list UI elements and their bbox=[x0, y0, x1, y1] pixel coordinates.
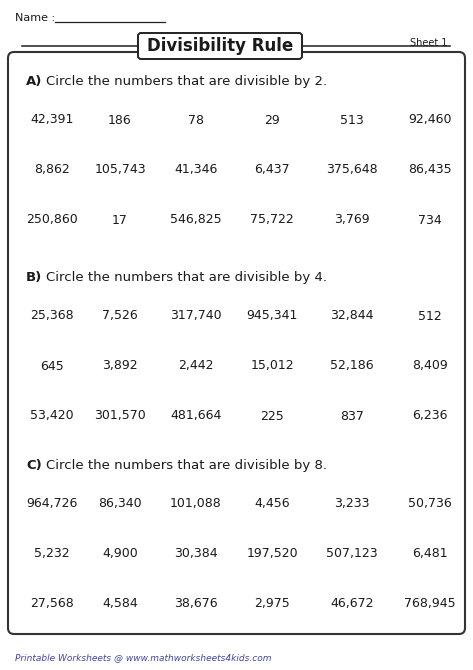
Text: 52,186: 52,186 bbox=[330, 360, 374, 373]
Text: 75,722: 75,722 bbox=[250, 214, 294, 226]
Text: 6,481: 6,481 bbox=[412, 547, 448, 561]
Text: 186: 186 bbox=[108, 113, 132, 127]
Text: 645: 645 bbox=[40, 360, 64, 373]
Text: 250,860: 250,860 bbox=[26, 214, 78, 226]
Text: 27,568: 27,568 bbox=[30, 598, 74, 610]
Text: 86,435: 86,435 bbox=[408, 163, 452, 176]
Text: 4,584: 4,584 bbox=[102, 598, 138, 610]
Text: Sheet 1: Sheet 1 bbox=[410, 38, 447, 48]
Text: 46,672: 46,672 bbox=[330, 598, 374, 610]
Text: 2,975: 2,975 bbox=[254, 598, 290, 610]
Text: 734: 734 bbox=[418, 214, 442, 226]
Text: Name :: Name : bbox=[15, 13, 55, 23]
Text: 2,442: 2,442 bbox=[178, 360, 214, 373]
Text: 29: 29 bbox=[264, 113, 280, 127]
Text: 8,862: 8,862 bbox=[34, 163, 70, 176]
Text: 197,520: 197,520 bbox=[246, 547, 298, 561]
Text: 53,420: 53,420 bbox=[30, 409, 74, 423]
Text: 32,844: 32,844 bbox=[330, 310, 374, 322]
Text: 964,726: 964,726 bbox=[26, 498, 78, 511]
Text: 837: 837 bbox=[340, 409, 364, 423]
Text: 42,391: 42,391 bbox=[30, 113, 74, 127]
Text: A): A) bbox=[26, 76, 43, 88]
Text: 92,460: 92,460 bbox=[408, 113, 452, 127]
Text: 3,769: 3,769 bbox=[334, 214, 370, 226]
Text: 4,900: 4,900 bbox=[102, 547, 138, 561]
Text: Circle the numbers that are divisible by 4.: Circle the numbers that are divisible by… bbox=[46, 271, 327, 285]
Text: 38,676: 38,676 bbox=[174, 598, 218, 610]
Text: B): B) bbox=[26, 271, 42, 285]
Text: 317,740: 317,740 bbox=[170, 310, 222, 322]
Text: 15,012: 15,012 bbox=[250, 360, 294, 373]
Text: 4,456: 4,456 bbox=[254, 498, 290, 511]
Text: 8,409: 8,409 bbox=[412, 360, 448, 373]
Text: 17: 17 bbox=[112, 214, 128, 226]
Text: 375,648: 375,648 bbox=[326, 163, 378, 176]
Text: Circle the numbers that are divisible by 8.: Circle the numbers that are divisible by… bbox=[46, 460, 327, 472]
Text: 5,232: 5,232 bbox=[34, 547, 70, 561]
Text: 512: 512 bbox=[418, 310, 442, 322]
Text: 507,123: 507,123 bbox=[326, 547, 378, 561]
Text: 3,233: 3,233 bbox=[334, 498, 370, 511]
FancyBboxPatch shape bbox=[138, 33, 302, 59]
Text: 86,340: 86,340 bbox=[98, 498, 142, 511]
Text: 546,825: 546,825 bbox=[170, 214, 222, 226]
Text: Divisibility Rule: Divisibility Rule bbox=[147, 37, 293, 55]
Text: 225: 225 bbox=[260, 409, 284, 423]
Text: 50,736: 50,736 bbox=[408, 498, 452, 511]
Text: 78: 78 bbox=[188, 113, 204, 127]
Text: 6,236: 6,236 bbox=[412, 409, 448, 423]
Text: 481,664: 481,664 bbox=[170, 409, 222, 423]
Text: 25,368: 25,368 bbox=[30, 310, 74, 322]
Text: 30,384: 30,384 bbox=[174, 547, 218, 561]
Text: 101,088: 101,088 bbox=[170, 498, 222, 511]
Text: 513: 513 bbox=[340, 113, 364, 127]
Text: 41,346: 41,346 bbox=[175, 163, 218, 176]
Text: Circle the numbers that are divisible by 2.: Circle the numbers that are divisible by… bbox=[46, 76, 327, 88]
Text: 768,945: 768,945 bbox=[404, 598, 456, 610]
Text: Printable Worksheets @ www.mathworksheets4kids.com: Printable Worksheets @ www.mathworksheet… bbox=[15, 653, 272, 663]
Text: 7,526: 7,526 bbox=[102, 310, 138, 322]
FancyBboxPatch shape bbox=[8, 52, 465, 634]
Text: 105,743: 105,743 bbox=[94, 163, 146, 176]
Text: 6,437: 6,437 bbox=[254, 163, 290, 176]
Text: 945,341: 945,341 bbox=[246, 310, 298, 322]
Text: 3,892: 3,892 bbox=[102, 360, 138, 373]
Text: 301,570: 301,570 bbox=[94, 409, 146, 423]
Text: C): C) bbox=[26, 460, 42, 472]
